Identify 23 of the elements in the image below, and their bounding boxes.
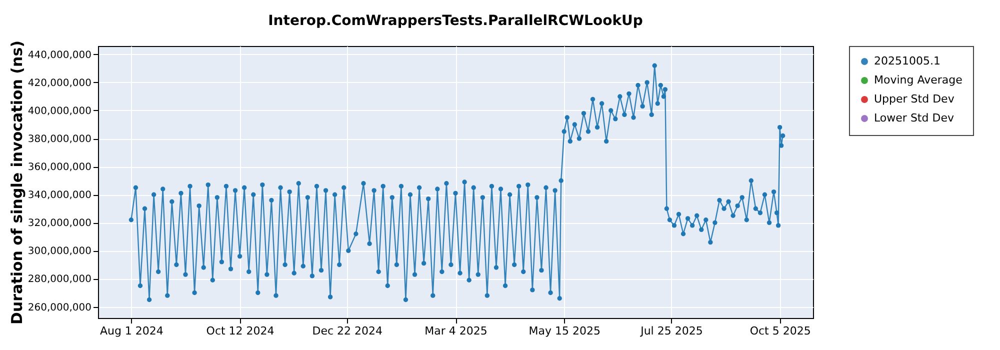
x-tick-label: Jul 25 2025 <box>640 324 703 338</box>
x-tick-label: Mar 4 2025 <box>424 324 488 338</box>
y-tick-label: 420,000,000 <box>28 78 92 89</box>
y-tick-label: 340,000,000 <box>28 190 92 202</box>
y-tick-label: 320,000,000 <box>28 218 92 230</box>
y-tick-label: 440,000,000 <box>28 50 92 61</box>
x-tick-label: May 15 2025 <box>528 324 600 338</box>
y-tick-label: 260,000,000 <box>28 302 92 314</box>
x-tick-label: Dec 22 2024 <box>312 324 383 338</box>
chart-title: Interop.ComWrappersTests.ParallelRCWLookUp <box>268 13 643 29</box>
y-tick-label: 360,000,000 <box>28 162 92 174</box>
y-axis-title: Duration of single invocation (ns) <box>8 40 26 324</box>
x-tick-label: Oct 12 2024 <box>206 324 274 338</box>
y-tick-label: 400,000,000 <box>28 106 92 117</box>
y-tick-label: 300,000,000 <box>28 246 92 258</box>
x-tick-label: Oct 5 2025 <box>750 324 811 338</box>
legend-label: Upper Std Dev <box>874 92 955 106</box>
legend-label: Lower Std Dev <box>874 112 954 124</box>
x-tick-label: Aug 1 2024 <box>100 324 164 338</box>
y-tick-label: 380,000,000 <box>28 134 92 146</box>
y-tick-label: 280,000,000 <box>28 274 92 286</box>
legend-label: Moving Average <box>874 74 963 86</box>
legend-label: 20251005.1 <box>874 54 940 68</box>
